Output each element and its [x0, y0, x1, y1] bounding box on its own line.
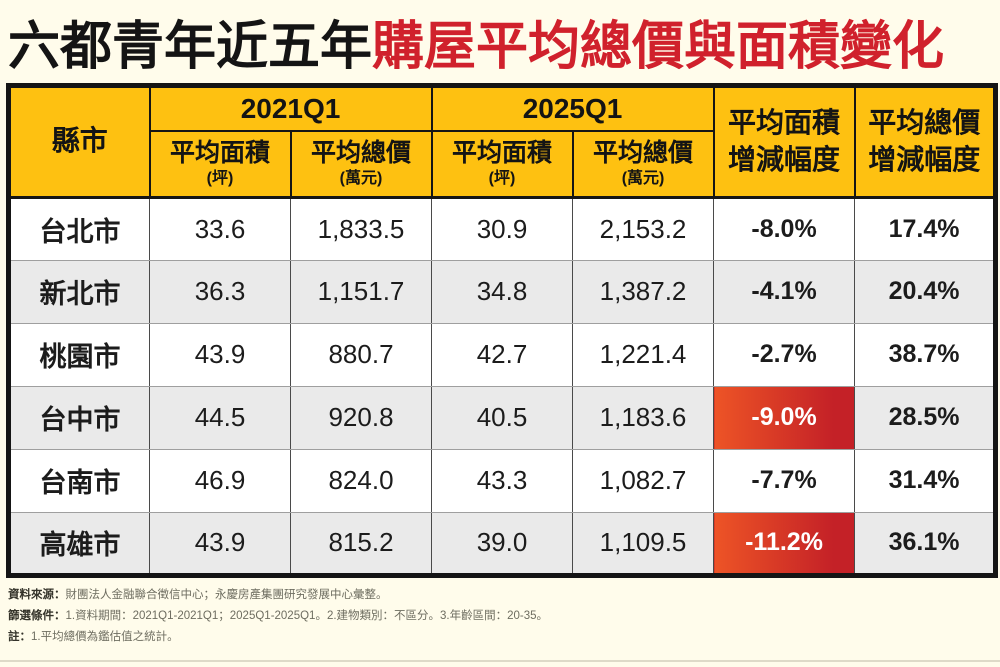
- price-change-cell: 31.4%: [854, 448, 997, 513]
- price-2025-cell: 1,183.6: [572, 385, 715, 450]
- area-change-cell: -2.7%: [713, 322, 856, 387]
- area-2021-cell: 43.9: [149, 511, 291, 576]
- area-change-cell: -7.7%: [713, 448, 856, 513]
- area-2025-cell: 43.3: [431, 448, 574, 513]
- city-cell: 台南市: [8, 448, 150, 513]
- table-row-newtaipei: 新北市 36.3 1,151.7 34.8 1,387.2 -4.1% 20.4…: [8, 259, 997, 324]
- area-2021-cell: 44.5: [149, 385, 291, 450]
- table-row-kaohsiung: 高雄市 43.9 815.2 39.0 1,109.5 -11.2% 36.1%: [8, 511, 997, 576]
- bottom-divider: [0, 660, 1000, 662]
- price-2021-cell: 1,151.7: [289, 259, 433, 324]
- page-title-black: 六都青年近五年: [8, 18, 373, 76]
- price-2021-cell: 880.7: [289, 322, 433, 387]
- footnote-note: 註：1.平均總價為鑑估值之統計。: [8, 630, 179, 643]
- area-2025-cell: 39.0: [431, 511, 574, 576]
- housing-data-table: 縣市 2021Q1 2025Q1 平均面積 增減幅度 平均總價 增減幅度 平均面…: [6, 82, 999, 578]
- area-2021-cell: 36.3: [149, 259, 291, 324]
- header-price-2025: 平均總價 (萬元): [571, 130, 715, 199]
- unit-wanyuan: (萬元): [621, 169, 665, 187]
- price-change-cell: 17.4%: [854, 196, 997, 261]
- footnotes: 資料來源：財團法人金融聯合徵信中心；永慶房產集團研究發展中心彙整。 篩選條件：1…: [0, 578, 1000, 648]
- city-cell: 桃園市: [8, 322, 150, 387]
- area-2025-cell: 40.5: [431, 385, 574, 450]
- header-city: 縣市: [7, 84, 151, 199]
- price-change-cell: 36.1%: [854, 511, 997, 576]
- footnote-filters: 篩選條件：1.資料期間：2021Q1-2021Q1；2025Q1-2025Q1。…: [8, 609, 549, 622]
- price-2021-cell: 920.8: [289, 385, 433, 450]
- area-2025-cell: 42.7: [431, 322, 574, 387]
- price-2021-cell: 815.2: [289, 511, 433, 576]
- price-2025-cell: 1,221.4: [572, 322, 715, 387]
- table-row-taoyuan: 桃園市 43.9 880.7 42.7 1,221.4 -2.7% 38.7%: [8, 322, 997, 387]
- price-2025-cell: 1,082.7: [572, 448, 715, 513]
- header-area-change: 平均面積 增減幅度: [712, 84, 856, 199]
- city-cell: 台中市: [8, 385, 150, 450]
- area-change-cell: -4.1%: [713, 259, 856, 324]
- city-cell: 台北市: [8, 196, 150, 261]
- unit-ping: (坪): [488, 169, 516, 187]
- page-title-red: 購屋平均總價與面積變化: [372, 18, 945, 76]
- area-change-cell-highlighted: -11.2%: [713, 511, 856, 576]
- price-2025-cell: 1,387.2: [572, 259, 715, 324]
- price-2021-cell: 824.0: [289, 448, 433, 513]
- area-2021-cell: 33.6: [149, 196, 291, 261]
- table-row-taipei: 台北市 33.6 1,833.5 30.9 2,153.2 -8.0% 17.4…: [8, 196, 997, 261]
- header-area-2021: 平均面積 (坪): [148, 130, 292, 199]
- unit-wanyuan: (萬元): [339, 169, 383, 187]
- header-price-change: 平均總價 增減幅度: [853, 84, 997, 199]
- area-2025-cell: 34.8: [431, 259, 574, 324]
- city-cell: 高雄市: [8, 511, 150, 576]
- table-row-taichung: 台中市 44.5 920.8 40.5 1,183.6 -9.0% 28.5%: [8, 385, 997, 450]
- price-2021-cell: 1,833.5: [289, 196, 433, 261]
- header-price-2021: 平均總價 (萬元): [289, 130, 433, 199]
- price-change-cell: 20.4%: [854, 259, 997, 324]
- area-2025-cell: 30.9: [431, 196, 574, 261]
- area-2021-cell: 43.9: [149, 322, 291, 387]
- price-change-cell: 28.5%: [854, 385, 997, 450]
- area-change-cell-highlighted: -9.0%: [713, 385, 856, 450]
- unit-ping: (坪): [206, 169, 234, 187]
- price-2025-cell: 1,109.5: [572, 511, 715, 576]
- header-area-2025: 平均面積 (坪): [430, 130, 574, 199]
- header-period-2021: 2021Q1: [148, 84, 433, 133]
- city-cell: 新北市: [8, 259, 150, 324]
- area-change-cell: -8.0%: [713, 196, 856, 261]
- price-change-cell: 38.7%: [854, 322, 997, 387]
- area-2021-cell: 46.9: [149, 448, 291, 513]
- price-2025-cell: 2,153.2: [572, 196, 715, 261]
- footnote-source: 資料來源：財團法人金融聯合徵信中心；永慶房產集團研究發展中心彙整。: [8, 588, 388, 601]
- table-row-tainan: 台南市 46.9 824.0 43.3 1,082.7 -7.7% 31.4%: [8, 448, 997, 513]
- table-header: 縣市 2021Q1 2025Q1 平均面積 增減幅度 平均總價 增減幅度 平均面…: [7, 84, 997, 199]
- page-title: 六都青年近五年購屋平均總價與面積變化: [0, 0, 1000, 83]
- header-period-2025: 2025Q1: [430, 84, 715, 133]
